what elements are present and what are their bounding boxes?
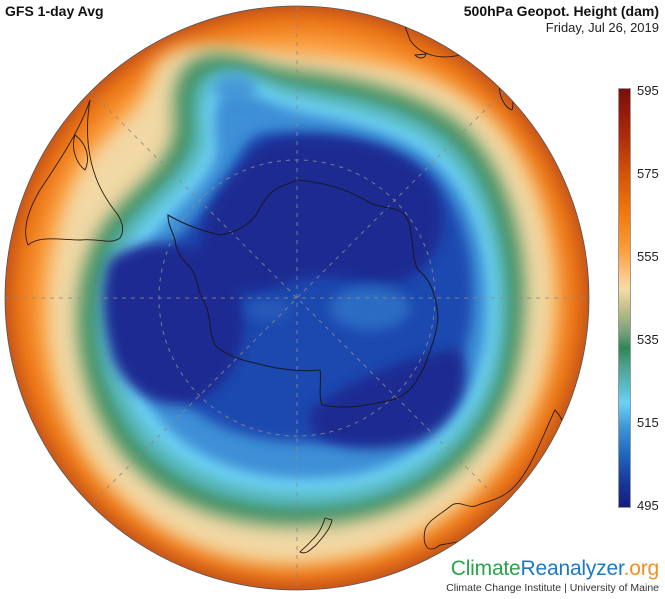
logo-reanalyzer: Reanalyzer [520, 557, 624, 580]
colorbar-tick-595: 595 [637, 83, 659, 98]
climate-reanalyzer-logo[interactable]: ClimateReanalyzer.org [451, 557, 659, 581]
logo-org: .org [623, 557, 660, 580]
colorbar-tick-575: 575 [637, 166, 659, 181]
variable-title: 500hPa Geopot. Height (dam) [463, 3, 659, 19]
polar-map [4, 5, 590, 591]
antarctica-outline [167, 179, 439, 408]
model-title: GFS 1-day Avg [5, 3, 104, 19]
logo-climate: Climate [450, 557, 521, 580]
colorbar-tick-515: 515 [637, 415, 659, 430]
colorbar-tick-555: 555 [637, 249, 659, 264]
logo-tagline: Climate Change Institute | University of… [446, 582, 659, 594]
south-america-outline [25, 99, 124, 246]
new-zealand-outline [299, 517, 333, 554]
date-label: Friday, Jul 26, 2019 [545, 20, 659, 35]
colorbar-tick-535: 535 [637, 332, 659, 347]
colorbar [618, 88, 631, 508]
colorbar-tick-495: 495 [637, 498, 659, 513]
